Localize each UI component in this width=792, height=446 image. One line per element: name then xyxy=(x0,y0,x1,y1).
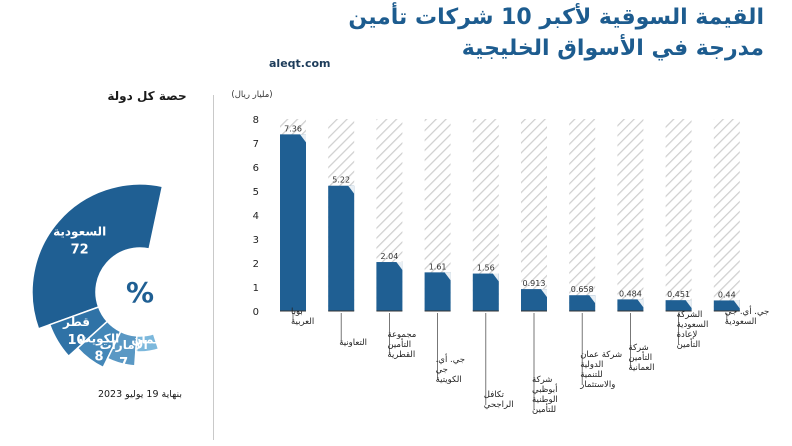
bar xyxy=(472,273,499,311)
category-label: شركة التأمين العمانية xyxy=(628,343,654,373)
bar-value-label: 0.658 xyxy=(571,285,594,294)
share-segment xyxy=(31,183,164,330)
y-tick-label: 4 xyxy=(253,211,259,222)
bar-corner xyxy=(376,262,403,271)
category-label: تكافل الراجحي xyxy=(484,390,514,410)
source-label: aleqt.com xyxy=(269,57,331,70)
title-line-1: القيمة السوقية لأكبر 10 شركات تأمين xyxy=(348,5,764,30)
share-value-label: 72 xyxy=(71,242,89,257)
bar-value-label: 0.44 xyxy=(718,290,736,299)
bar xyxy=(424,272,451,311)
bar-corner xyxy=(617,299,644,308)
category-label: الشركة السعودية لإعادة التأمين xyxy=(677,310,709,350)
bar-value-label: 5.22 xyxy=(332,176,350,185)
y-tick-label: 7 xyxy=(253,139,259,150)
share-country-label: عمان xyxy=(131,333,162,347)
share-value-label: 7 xyxy=(119,356,128,371)
share-value-label: 10 xyxy=(67,333,85,348)
bar-value-label: 7.36 xyxy=(284,124,302,133)
category-label: بوبا العربية xyxy=(291,307,314,327)
bar-corner xyxy=(569,295,596,304)
share-country-label: الكويت xyxy=(79,331,119,346)
bar-background xyxy=(713,119,740,311)
share-segment xyxy=(106,330,138,367)
bar-corner xyxy=(521,289,547,298)
as-of-date: بنهاية 19 يوليو 2023 xyxy=(97,389,183,400)
y-tick-label: 8 xyxy=(253,115,259,126)
share-title: حصة كل دولة xyxy=(107,89,187,103)
y-tick-label: 6 xyxy=(253,163,259,174)
y-tick-label: 1 xyxy=(253,283,259,294)
bar-value-label: 0.913 xyxy=(523,279,546,288)
bar-corner xyxy=(280,134,306,143)
share-center-label: % xyxy=(126,276,154,309)
bar-background xyxy=(521,119,547,311)
bar-background xyxy=(617,119,644,311)
bar-corner xyxy=(424,272,451,281)
bar xyxy=(328,185,355,311)
divider xyxy=(213,95,214,440)
category-label: شركة أبوظبي الوطنية للتأمين xyxy=(532,375,558,415)
bar-corner xyxy=(713,300,740,309)
y-tick-label: 2 xyxy=(253,259,259,270)
bar-value-label: 0.484 xyxy=(619,289,642,298)
category-label: شركة عمان الدولية للتنمية والاستثمار xyxy=(579,350,622,390)
bar xyxy=(665,300,692,311)
y-tick-label: 3 xyxy=(253,235,259,246)
category-label: التعاونية xyxy=(339,338,367,348)
bar-corner xyxy=(665,300,692,309)
bar-corner xyxy=(328,185,355,194)
share-center-circle xyxy=(99,251,181,333)
y-axis-unit: (مليار ريال) xyxy=(231,90,272,100)
bar xyxy=(280,134,306,311)
share-segment xyxy=(48,306,109,358)
share-country-label: قطر xyxy=(62,315,90,329)
bar xyxy=(376,262,403,311)
share-value-label: 8 xyxy=(95,349,104,364)
bar-value-label: 1.56 xyxy=(477,264,495,273)
y-tick-label: 5 xyxy=(253,187,259,198)
bar-value-label: 1.61 xyxy=(429,262,447,271)
share-country-label: الإمارات xyxy=(100,338,148,352)
bar-corner xyxy=(472,273,499,282)
category-label: جي. أي. جي السعودية xyxy=(725,305,770,327)
category-label: مجموعة التأمين القطرية xyxy=(387,330,416,360)
category-label: جي. أي. جي الكويتية xyxy=(436,353,465,385)
title-line-2: مدرجة في الأسواق الخليجية xyxy=(461,36,764,61)
chart-title: القيمة السوقية لأكبر 10 شركات تأمين مدرج… xyxy=(244,2,764,64)
bar xyxy=(569,295,596,311)
share-segment xyxy=(134,332,160,353)
bar-value-label: 0.451 xyxy=(667,290,690,299)
bar-background xyxy=(665,119,692,311)
share-value-label: 3 xyxy=(142,351,151,366)
bar-background xyxy=(569,119,596,311)
bar xyxy=(617,299,644,311)
bar xyxy=(713,300,740,311)
bar xyxy=(521,289,547,311)
bar-value-label: 2.04 xyxy=(380,252,398,261)
y-tick-label: 0 xyxy=(253,307,259,318)
share-country-label: السعودية xyxy=(53,224,106,239)
share-segment xyxy=(76,320,122,369)
